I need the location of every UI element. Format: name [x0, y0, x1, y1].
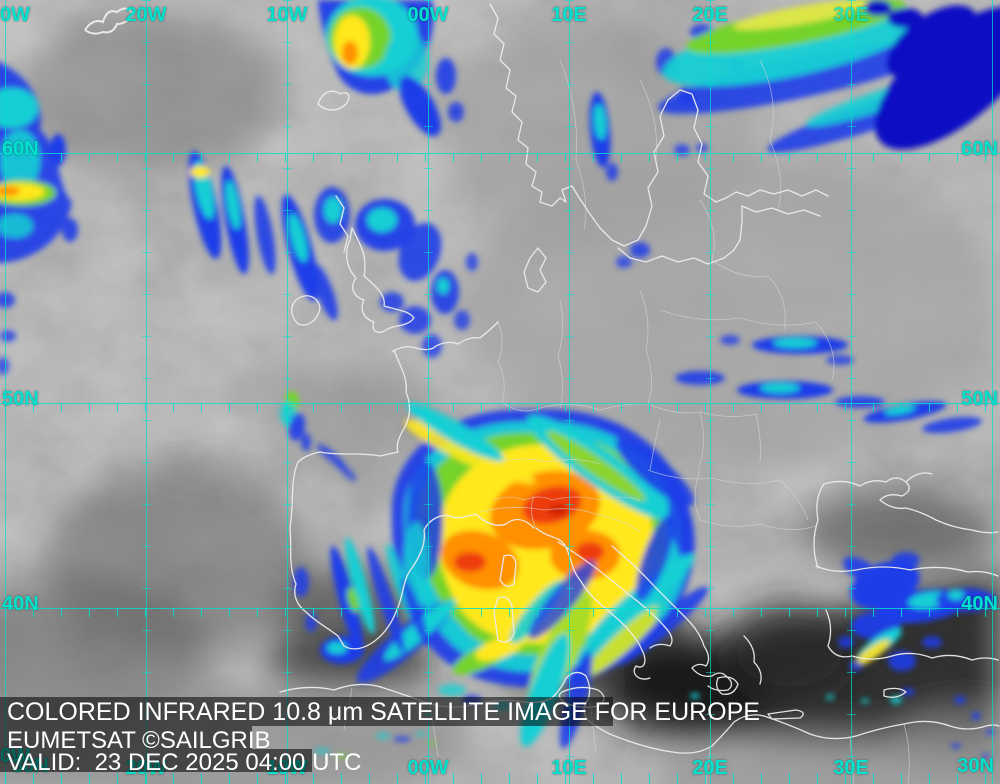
coast-blacksea-north-crimea — [813, 477, 999, 569]
coast-gulf-of-finland — [741, 205, 821, 217]
bottom-edge-ticks — [5, 773, 1000, 784]
lon-label-top-30w: 0W — [0, 4, 30, 26]
cloud-uk-north-sea — [355, 199, 478, 358]
coast-corsica — [499, 554, 517, 587]
coast-france-iberia — [289, 349, 535, 650]
cloud-east-europe-streaks — [598, 335, 982, 457]
coast-scandinavia-baltic — [489, 3, 829, 247]
lon-label-top-30e: 30E — [833, 4, 869, 26]
lonline-10w-ticks — [283, 0, 292, 784]
lonline-20w-ticks — [142, 0, 151, 784]
caption-attribution: EUMETSAT ©SAILGRIB — [7, 727, 271, 754]
lat-label-left-60n: 60N — [2, 138, 39, 160]
lonline-20e-ticks — [706, 0, 715, 784]
coast-crete — [767, 709, 804, 720]
lat-label-right-40n: 40N — [961, 593, 998, 615]
cloud-small-specks — [314, 693, 994, 759]
lonline-30e-ticks — [847, 0, 856, 784]
lon-label-top-20w: 20W — [125, 4, 167, 26]
lon-label-bottom-00w: 00W — [407, 757, 449, 779]
coast-channel — [391, 321, 499, 353]
coast-denmark — [523, 247, 547, 293]
lonline-30w — [5, 0, 6, 784]
lat-label-right-30n: 30N — [957, 755, 994, 777]
coast-iceland — [317, 90, 350, 111]
lonline-40e — [992, 0, 993, 784]
lon-label-bottom-30e: 30E — [833, 757, 869, 779]
caption-band-2 — [0, 726, 252, 749]
latline-50n-ticks — [5, 403, 1000, 412]
coast-sardinia — [493, 596, 515, 643]
latline-40n-ticks — [5, 608, 1000, 617]
caption-valid-time: VALID: 23 DEC 2025 04:00 UTC — [7, 749, 362, 776]
lonline-10e-ticks — [565, 0, 574, 784]
coast-baltic-south — [617, 205, 743, 265]
caption-product-title: COLORED INFRARED 10.8 μm SATELLITE IMAGE… — [7, 698, 760, 726]
lon-label-top-20e: 20E — [692, 4, 728, 26]
coast-azov — [905, 472, 933, 483]
coast-cyprus — [883, 687, 907, 698]
coast-aegean-east — [743, 635, 762, 685]
coast-scotland — [335, 195, 349, 253]
coast-peloponnese — [716, 676, 739, 695]
coast-italy-adriatic — [557, 541, 673, 649]
lon-label-top-10w: 10W — [266, 4, 308, 26]
coast-turkey-south — [825, 609, 999, 661]
lat-label-left-40n: 40N — [2, 593, 39, 615]
caption-band-3 — [0, 749, 312, 772]
caption-band-1 — [0, 697, 613, 726]
lon-label-top-10e: 10E — [551, 4, 587, 26]
lon-label-top-00w: 00W — [407, 4, 449, 26]
ice-edge-squiggle — [84, 7, 135, 35]
lon-label-bottom-10e: 10E — [551, 757, 587, 779]
lon-label-bottom-20e: 20E — [692, 757, 728, 779]
lat-label-right-50n: 50N — [961, 388, 998, 410]
coast-balkans-greece — [611, 545, 733, 692]
coast-england-wales — [345, 227, 415, 334]
lat-label-right-60n: 60N — [961, 138, 998, 160]
coast-blacksea-south — [815, 565, 999, 577]
lat-label-left-50n: 50N — [2, 388, 39, 410]
latline-60n-ticks — [5, 153, 1000, 162]
lonline-00w-ticks — [424, 0, 433, 784]
